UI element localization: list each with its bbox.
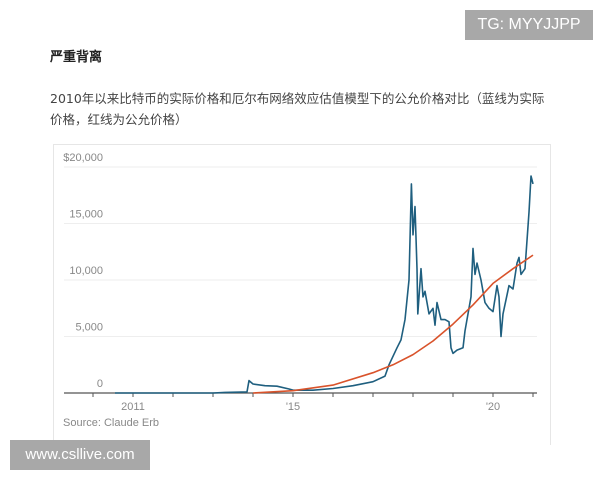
- source-note: Source: Claude Erb: [63, 417, 159, 429]
- chart-caption: 2010年以来比特币的实际价格和厄尔布网络效应估值模型下的公允价格对比（蓝线为实…: [50, 91, 545, 127]
- chart-container: [53, 144, 551, 445]
- fair-value-line: [252, 254, 534, 394]
- y-tick-label: 10,000: [69, 265, 103, 277]
- x-tick-label: '15: [286, 401, 300, 413]
- actual-price-line: [115, 175, 534, 394]
- x-tick-label: '20: [486, 401, 500, 413]
- y-tick-label: 0: [97, 378, 103, 390]
- section-heading: 严重背离: [50, 50, 103, 65]
- watermark-tg: TG: MYYJJPP: [465, 10, 593, 40]
- watermark-site: www.csllive.com: [10, 440, 150, 470]
- y-tick-label: 15,000: [69, 209, 103, 221]
- x-tick-label: 2011: [121, 401, 145, 413]
- y-tick-label: 5,000: [75, 322, 103, 334]
- y-tick-label: $20,000: [63, 152, 103, 164]
